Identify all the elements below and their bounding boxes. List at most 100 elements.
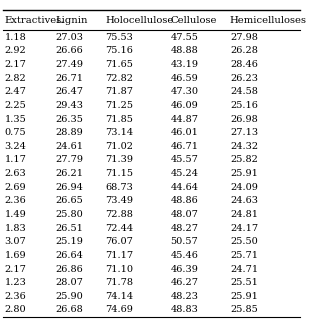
Text: 71.87: 71.87 [105,87,133,96]
Text: 24.63: 24.63 [230,196,258,205]
Text: 47.30: 47.30 [171,87,199,96]
Text: 27.98: 27.98 [230,33,258,42]
Text: 0.75: 0.75 [4,128,26,137]
Text: 26.35: 26.35 [55,115,83,124]
Text: 1.23: 1.23 [4,278,27,287]
Text: 24.61: 24.61 [55,142,83,151]
Text: 24.09: 24.09 [230,183,258,192]
Text: 25.71: 25.71 [230,251,258,260]
Text: 44.87: 44.87 [171,115,199,124]
Text: 25.51: 25.51 [230,278,258,287]
Text: 1.17: 1.17 [4,156,27,164]
Text: 71.10: 71.10 [105,265,133,274]
Text: 73.14: 73.14 [105,128,133,137]
Text: 24.81: 24.81 [230,210,258,219]
Text: 26.98: 26.98 [230,115,258,124]
Text: 2.17: 2.17 [4,60,27,69]
Text: 25.80: 25.80 [55,210,83,219]
Text: 1.69: 1.69 [4,251,26,260]
Text: 71.65: 71.65 [105,60,133,69]
Text: 25.82: 25.82 [230,156,258,164]
Text: 71.17: 71.17 [105,251,133,260]
Text: 46.09: 46.09 [171,101,198,110]
Text: 50.57: 50.57 [171,237,198,246]
Text: 29.43: 29.43 [55,101,83,110]
Text: 48.23: 48.23 [171,292,199,301]
Text: 25.91: 25.91 [230,292,258,301]
Text: 25.91: 25.91 [230,169,258,178]
Text: 2.17: 2.17 [4,265,27,274]
Text: 72.88: 72.88 [105,210,133,219]
Text: 71.39: 71.39 [105,156,133,164]
Text: 68.73: 68.73 [105,183,133,192]
Text: 26.94: 26.94 [55,183,83,192]
Text: Lignin: Lignin [55,15,87,25]
Text: 26.51: 26.51 [55,224,83,233]
Text: 72.44: 72.44 [105,224,133,233]
Text: 25.19: 25.19 [55,237,83,246]
Text: 26.64: 26.64 [55,251,83,260]
Text: 46.59: 46.59 [171,74,198,83]
Text: 75.53: 75.53 [105,33,133,42]
Text: 26.86: 26.86 [55,265,83,274]
Text: 48.27: 48.27 [171,224,199,233]
Text: 71.02: 71.02 [105,142,133,151]
Text: 1.35: 1.35 [4,115,26,124]
Text: 24.58: 24.58 [230,87,258,96]
Text: 24.32: 24.32 [230,142,258,151]
Text: 71.25: 71.25 [105,101,133,110]
Text: 46.27: 46.27 [171,278,199,287]
Text: 2.92: 2.92 [4,46,26,55]
Text: 73.49: 73.49 [105,196,133,205]
Text: 48.86: 48.86 [171,196,198,205]
Text: 27.49: 27.49 [55,60,83,69]
Text: 26.65: 26.65 [55,196,83,205]
Text: 26.21: 26.21 [55,169,83,178]
Text: 26.71: 26.71 [55,74,83,83]
Text: 48.07: 48.07 [171,210,198,219]
Text: 2.47: 2.47 [4,87,27,96]
Text: 45.24: 45.24 [171,169,199,178]
Text: 2.63: 2.63 [4,169,26,178]
Text: 27.13: 27.13 [230,128,258,137]
Text: Hemicelluloses: Hemicelluloses [230,15,307,25]
Text: 26.47: 26.47 [55,87,83,96]
Text: 48.83: 48.83 [171,306,198,315]
Text: 47.55: 47.55 [171,33,198,42]
Text: 76.07: 76.07 [105,237,133,246]
Text: 45.46: 45.46 [171,251,198,260]
Text: 28.46: 28.46 [230,60,258,69]
Text: 3.24: 3.24 [4,142,27,151]
Text: 71.85: 71.85 [105,115,133,124]
Text: 25.50: 25.50 [230,237,258,246]
Text: 2.36: 2.36 [4,292,26,301]
Text: 26.28: 26.28 [230,46,258,55]
Text: 44.64: 44.64 [171,183,199,192]
Text: 2.69: 2.69 [4,183,26,192]
Text: Cellulose: Cellulose [171,15,217,25]
Text: 2.36: 2.36 [4,196,26,205]
Text: 74.69: 74.69 [105,306,133,315]
Text: 28.07: 28.07 [55,278,83,287]
Text: 71.15: 71.15 [105,169,133,178]
Text: 27.79: 27.79 [55,156,83,164]
Text: 28.89: 28.89 [55,128,83,137]
Text: 1.18: 1.18 [4,33,26,42]
Text: 46.71: 46.71 [171,142,199,151]
Text: 43.19: 43.19 [171,60,199,69]
Text: 24.71: 24.71 [230,265,258,274]
Text: 25.16: 25.16 [230,101,258,110]
Text: 26.68: 26.68 [55,306,83,315]
Text: 2.25: 2.25 [4,101,26,110]
Text: Holocellulose: Holocellulose [105,15,174,25]
Text: 27.03: 27.03 [55,33,83,42]
Text: 2.82: 2.82 [4,74,26,83]
Text: 74.14: 74.14 [105,292,133,301]
Text: 45.57: 45.57 [171,156,198,164]
Text: Extractives: Extractives [4,15,62,25]
Text: 1.49: 1.49 [4,210,26,219]
Text: 24.17: 24.17 [230,224,258,233]
Text: 25.90: 25.90 [55,292,83,301]
Text: 75.16: 75.16 [105,46,133,55]
Text: 26.66: 26.66 [55,46,83,55]
